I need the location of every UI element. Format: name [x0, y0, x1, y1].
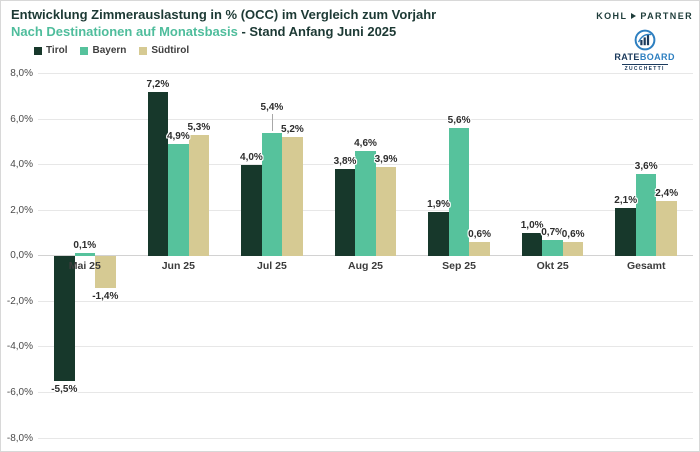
bar-bayern-okt-25 [542, 239, 563, 256]
legend-label: Tirol [46, 45, 68, 56]
legend-item-tirol: Tirol [34, 45, 67, 56]
bar-sudtirol-mai-25 [95, 255, 116, 288]
data-label-sudtirol-sep-25: 0,6% [468, 229, 491, 241]
bar-sudtirol-jun-25 [188, 135, 210, 256]
y-axis-tick-label: -4,0% [6, 341, 33, 353]
bar-bayern-aug-25 [355, 150, 376, 256]
legend-item-sudtirol: Südtirol [139, 45, 189, 56]
category-label-gesamt: Gesamt [626, 259, 666, 272]
category-label-aug-25: Aug 25 [347, 259, 384, 272]
gridline [38, 118, 693, 120]
gridline [38, 346, 693, 348]
bar-bayern-sep-25 [448, 128, 470, 256]
label-leader-line [271, 113, 273, 131]
bar-sudtirol-jul-25 [282, 137, 303, 256]
y-axis-tick-label: -2,0% [6, 295, 33, 307]
bar-tirol-aug-25 [334, 169, 356, 256]
bar-tirol-okt-25 [521, 232, 543, 256]
bar-sudtirol-aug-25 [375, 166, 397, 256]
rateboard-rate-text: RATE [614, 52, 640, 62]
gridline [38, 73, 693, 74]
data-label-tirol-sep-25: 1,9% [427, 199, 450, 211]
data-label-bayern-okt-25: 0,7% [541, 226, 565, 238]
bar-sudtirol-sep-25 [469, 242, 490, 256]
y-axis-tick-label: 6,0% [10, 113, 33, 125]
chart-title: Entwicklung Zimmerauslastung in % (OCC) … [11, 7, 437, 22]
y-axis-tick-label: 4,0% [10, 159, 33, 171]
rateboard-board-text: BOARD [639, 52, 675, 62]
legend: Tirol Bayern Südtirol [34, 45, 189, 56]
rateboard-wordmark: RATEBOARD [614, 52, 674, 62]
y-axis-tick-label: -6,0% [6, 386, 33, 398]
gridline [38, 437, 693, 439]
y-axis-tick-label: 8,0% [10, 68, 33, 79]
data-label-sudtirol-gesamt: 2,4% [655, 188, 679, 200]
data-label-bayern-mai-25: 0,1% [73, 240, 97, 252]
data-label-tirol-gesamt: 2,1% [614, 194, 638, 206]
data-label-bayern-jul-25: 5,4% [260, 101, 284, 113]
branding: KOHL PARTNER RATEBOARD ZUCCHETTI [596, 11, 693, 72]
zucchetti-wordmark: ZUCCHETTI [621, 63, 668, 72]
bar-bayern-jul-25 [261, 132, 283, 256]
data-label-tirol-jul-25: 4,0% [240, 151, 263, 163]
data-label-tirol-jun-25: 7,2% [146, 78, 170, 90]
chart-subtitle-rest: - Stand Anfang Juni 2025 [237, 24, 397, 39]
y-axis-tick-label: -8,0% [6, 432, 33, 444]
data-label-sudtirol-jul-25: 5,2% [281, 124, 304, 136]
bar-bayern-jun-25 [168, 144, 189, 256]
bar-sudtirol-okt-25 [562, 242, 584, 256]
bar-tirol-jun-25 [147, 91, 169, 256]
category-label-okt-25: Okt 25 [536, 259, 569, 272]
partner-text: PARTNER [640, 11, 693, 21]
category-label-sep-25: Sep 25 [442, 259, 476, 272]
legend-swatch-icon [34, 46, 42, 55]
legend-swatch-icon [80, 46, 89, 55]
data-label-tirol-okt-25: 1,0% [520, 219, 544, 231]
legend-item-bayern: Bayern [80, 45, 126, 56]
y-axis-tick-label: 0,0% [10, 250, 33, 262]
gridline [38, 300, 693, 302]
data-label-bayern-jun-25: 4,9% [166, 131, 190, 143]
bar-sudtirol-gesamt [656, 201, 677, 256]
bar-bayern-gesamt [635, 173, 657, 256]
data-label-sudtirol-okt-25: 0,6% [561, 229, 585, 241]
data-label-bayern-sep-25: 5,6% [447, 115, 471, 127]
gridline [38, 391, 693, 393]
data-label-tirol-aug-25: 3,8% [333, 156, 357, 168]
legend-label: Südtirol [151, 45, 190, 56]
data-label-sudtirol-mai-25: -1,4% [92, 290, 119, 302]
bar-bayern-mai-25 [74, 253, 96, 256]
rateboard-chart-icon [634, 29, 656, 51]
data-label-sudtirol-jun-25: 5,3% [187, 122, 211, 133]
data-label-sudtirol-aug-25: 3,9% [374, 153, 398, 165]
kohl-text: KOHL [596, 11, 628, 21]
legend-swatch-icon [139, 46, 148, 55]
bar-tirol-mai-25 [54, 255, 75, 382]
category-label-jun-25: Jun 25 [161, 259, 195, 272]
data-label-bayern-gesamt: 3,6% [634, 160, 658, 172]
kohl-partner-logo: KOHL PARTNER [596, 11, 693, 21]
rateboard-logo: RATEBOARD ZUCCHETTI [614, 29, 674, 72]
chart-subtitle: Nach Destinationen auf Monatsbasis - Sta… [11, 24, 396, 39]
chart-subtitle-highlight: Nach Destinationen auf Monatsbasis [11, 24, 238, 39]
gridline [38, 255, 693, 257]
y-axis-tick-label: 2,0% [10, 204, 33, 216]
category-label-jul-25: Jul 25 [257, 259, 287, 272]
data-label-bayern-aug-25: 4,6% [354, 137, 377, 149]
bar-tirol-jul-25 [241, 164, 262, 256]
data-label-tirol-mai-25: -5,5% [51, 384, 78, 396]
category-label-mai-25: Mai 25 [68, 259, 101, 272]
bar-tirol-gesamt [615, 207, 636, 256]
bar-tirol-sep-25 [428, 212, 449, 256]
legend-label: Bayern [92, 45, 127, 56]
kohl-partner-arrow-icon [631, 13, 637, 19]
